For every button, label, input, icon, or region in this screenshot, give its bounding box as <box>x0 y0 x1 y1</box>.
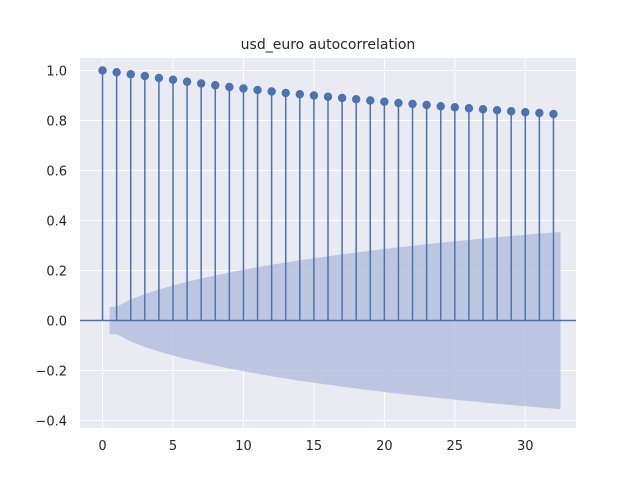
acf-marker <box>98 66 107 75</box>
x-tick-label: 15 <box>306 439 323 454</box>
acf-marker <box>351 95 361 104</box>
acf-marker <box>549 109 558 119</box>
acf-marker <box>450 103 460 112</box>
y-tick-label: 0.2 <box>46 265 67 280</box>
acf-marker <box>408 99 417 109</box>
acf-marker <box>380 97 389 106</box>
acf-marker <box>140 71 150 81</box>
x-tick-labels: 0 5 10 15 20 25 30 <box>98 439 533 454</box>
y-tick-label: −0.4 <box>35 415 67 430</box>
acf-marker <box>436 102 445 111</box>
acf-marker <box>112 68 121 77</box>
y-tick-label: 0.4 <box>46 215 67 230</box>
acf-marker <box>211 81 220 90</box>
acf-marker <box>337 93 347 103</box>
acf-marker <box>196 79 206 88</box>
acf-marker <box>309 91 319 100</box>
x-tick-label: 30 <box>517 439 534 454</box>
acf-marker <box>182 77 192 86</box>
acf-marker <box>366 96 375 105</box>
acf-marker <box>154 73 164 83</box>
acf-marker <box>267 87 276 96</box>
stems <box>101 70 555 321</box>
acf-marker <box>225 82 234 92</box>
x-tick-label: 0 <box>98 439 106 454</box>
y-tick-label: −0.2 <box>35 365 67 380</box>
acf-marker <box>253 85 262 95</box>
x-tick-label: 20 <box>376 439 393 454</box>
acf-marker <box>464 104 474 113</box>
acf-marker <box>295 90 305 99</box>
acf-marker <box>239 84 248 93</box>
acf-marker <box>535 108 544 118</box>
acf-marker <box>506 107 516 116</box>
x-tick-label: 10 <box>235 439 252 454</box>
acf-marker <box>492 106 502 115</box>
acf-marker <box>168 75 178 84</box>
markers <box>98 66 558 119</box>
acf-marker <box>281 88 290 98</box>
chart-title: usd_euro autocorrelation <box>241 37 416 53</box>
y-tick-labels: −0.4 −0.2 0.0 0.2 0.4 0.6 0.8 1.0 <box>35 65 67 430</box>
y-tick-label: 1.0 <box>46 65 67 80</box>
y-tick-label: 0.6 <box>46 165 67 180</box>
y-tick-label: 0.8 <box>46 115 67 130</box>
acf-marker <box>478 105 488 114</box>
acf-marker <box>126 70 135 79</box>
acf-marker <box>394 98 403 108</box>
acf-marker <box>521 108 530 117</box>
y-tick-label: 0.0 <box>46 315 67 330</box>
acf-marker <box>323 92 333 101</box>
x-tick-label: 5 <box>169 439 177 454</box>
acf-marker <box>422 100 431 110</box>
x-tick-label: 25 <box>447 439 464 454</box>
